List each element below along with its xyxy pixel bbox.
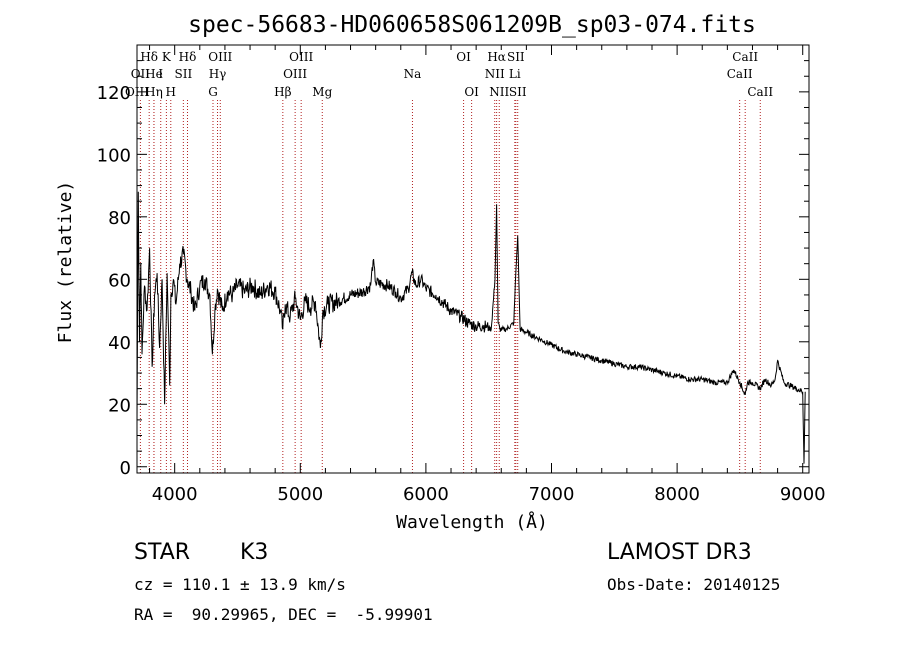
line-label-SII: SII: [509, 85, 527, 99]
y-axis-label: Flux (relative): [55, 181, 76, 344]
y-tick-label: 20: [108, 395, 131, 416]
line-label-SII: SII: [174, 67, 192, 81]
line-label-Hα: Hα: [487, 50, 506, 64]
line-label-OI: OI: [456, 50, 471, 64]
y-tick-label: 80: [108, 208, 131, 229]
line-label-OIII: OIII: [208, 50, 232, 64]
survey-name: LAMOST DR3: [607, 540, 752, 565]
x-tick-label: 6000: [403, 484, 449, 505]
line-label-Hδ: Hδ: [179, 50, 197, 64]
object-subclass: K3: [240, 540, 269, 565]
line-label-G: G: [208, 85, 218, 99]
line-label-CaII: CaII: [732, 50, 758, 64]
y-tick-label: 40: [108, 333, 131, 354]
x-tick-label: 5000: [277, 484, 323, 505]
line-label-H: H: [166, 85, 176, 99]
line-label-He: He: [145, 67, 163, 81]
line-label-CaII: CaII: [747, 85, 773, 99]
x-axis-label: Wavelength (Å): [396, 511, 548, 533]
line-label-SII: SII: [507, 50, 525, 64]
line-label-Hβ: Hβ: [274, 85, 291, 99]
x-tick-label: 4000: [152, 484, 198, 505]
line-label-OIII: OIII: [289, 50, 313, 64]
line-label-OI: OI: [464, 85, 479, 99]
y-axis-ticks: 0 20 40 60 80 100 120: [97, 60, 809, 479]
y-tick-label: 60: [108, 270, 131, 291]
line-label-Hγ: Hγ: [209, 67, 227, 81]
chart-title: spec-56683-HD060658S061209B_sp03-074.fit…: [188, 12, 756, 38]
redshift-readout: cz = 110.1 ± 13.9 km/s: [134, 575, 346, 594]
line-label-OIII: OIII: [283, 67, 307, 81]
line-label-Na: Na: [404, 67, 422, 81]
line-label-NII: NII: [489, 85, 509, 99]
object-class: STAR: [134, 540, 191, 565]
line-label-Hδ: Hδ: [140, 50, 158, 64]
spectrum-line: [136, 191, 806, 464]
x-tick-label: 9000: [780, 484, 826, 505]
coordinates: RA = 90.29965, DEC = -5.99901: [134, 605, 433, 624]
y-tick-label: 0: [120, 458, 131, 479]
obs-date: Obs-Date: 20140125: [607, 575, 781, 594]
line-label-CaII: CaII: [727, 67, 753, 81]
line-label-Li: Li: [509, 67, 521, 81]
emission-line-markers: [136, 100, 761, 473]
line-label-NII: NII: [485, 67, 505, 81]
plot-frame: [136, 44, 810, 474]
line-label-OII: OII: [131, 67, 151, 81]
line-label-Mg: Mg: [312, 85, 332, 99]
line-label-Hη: Hη: [145, 85, 163, 99]
x-axis-ticks: 4000 5000 6000 7000 8000 9000: [149, 45, 826, 505]
line-label-I: I: [158, 67, 163, 81]
y-tick-label: 120: [97, 83, 131, 104]
y-tick-label: 100: [97, 145, 131, 166]
x-tick-label: 8000: [654, 484, 700, 505]
x-tick-label: 7000: [529, 484, 575, 505]
line-label-K: K: [162, 50, 172, 64]
